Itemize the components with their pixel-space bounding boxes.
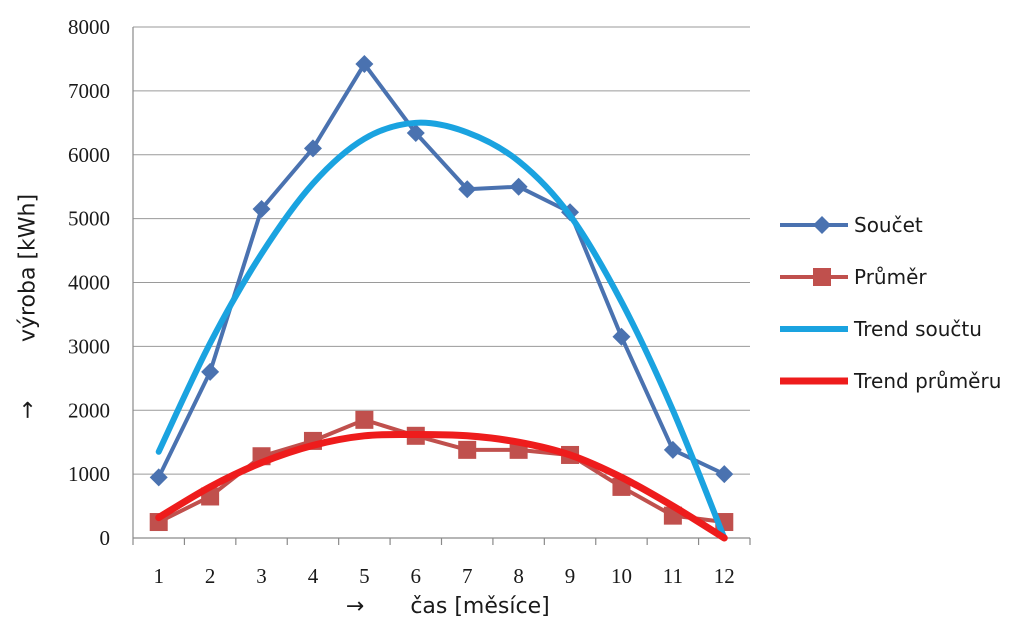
y-tick-label: 1000 [68, 462, 110, 486]
x-tick-labels: 1 2 3 4 5 6 7 8 9 10 11 12 [153, 564, 734, 588]
trend-line [155, 430, 728, 542]
y-tick-label: 0 [100, 526, 111, 550]
data-point [458, 180, 477, 199]
legend-label: Součet [854, 213, 923, 237]
x-tick-label: 4 [308, 564, 319, 588]
legend-label: Průměr [854, 265, 927, 289]
x-tick-label: 1 [153, 564, 164, 588]
x-tick-label: 11 [663, 564, 683, 588]
y-tick-label: 6000 [68, 143, 110, 167]
x-tick-label: 9 [565, 564, 576, 588]
legend: Součet Průměr Trend součtu Trend průměru [780, 213, 1001, 393]
data-point [663, 440, 682, 459]
x-axis-arrow: → [346, 594, 364, 619]
x-tick-label: 3 [256, 564, 267, 588]
y-tick-label: 3000 [68, 334, 110, 358]
y-axis-title: výroba [kWh] [16, 194, 41, 342]
data-point [149, 468, 168, 487]
trend-line [155, 119, 728, 541]
legend-marker [813, 268, 831, 286]
series-2 [155, 119, 728, 541]
x-tick-label: 6 [411, 564, 422, 588]
legend-label: Trend součtu [853, 317, 982, 341]
data-point [201, 362, 220, 381]
data-point [612, 327, 631, 346]
data-point [355, 410, 374, 429]
grid [133, 26, 750, 475]
data-point [509, 177, 528, 196]
data-point [252, 200, 271, 219]
series-0 [149, 55, 734, 487]
y-axis-arrow: → [16, 401, 41, 419]
series-line [156, 62, 726, 479]
y-tick-label: 4000 [68, 271, 110, 295]
y-tick-label: 2000 [68, 398, 110, 422]
x-tick-label: 10 [611, 564, 632, 588]
x-tick-label: 8 [513, 564, 524, 588]
data-point [406, 124, 425, 143]
data-point [715, 465, 734, 484]
axes [132, 27, 751, 545]
x-tick-label: 7 [462, 564, 473, 588]
data-point [303, 139, 322, 158]
series [149, 55, 734, 542]
x-tick-label: 2 [205, 564, 216, 588]
x-tick-label: 5 [359, 564, 370, 588]
x-tick-label: 12 [714, 564, 735, 588]
legend-item: Trend součtu [780, 317, 982, 341]
x-axis-title: čas [měsíce] [410, 594, 549, 619]
legend-marker [813, 216, 831, 234]
series-3 [155, 430, 728, 542]
data-point [458, 440, 477, 459]
legend-item: Součet [780, 213, 923, 237]
legend-item: Průměr [780, 265, 927, 289]
data-point [355, 55, 374, 74]
y-tick-label: 8000 [68, 15, 110, 39]
legend-label: Trend průměru [853, 369, 1001, 393]
y-tick-labels: 0 1000 2000 3000 4000 5000 6000 7000 8000 [68, 15, 110, 550]
y-tick-label: 5000 [68, 207, 110, 231]
legend-item: Trend průměru [780, 369, 1001, 393]
y-tick-label: 7000 [68, 79, 110, 103]
